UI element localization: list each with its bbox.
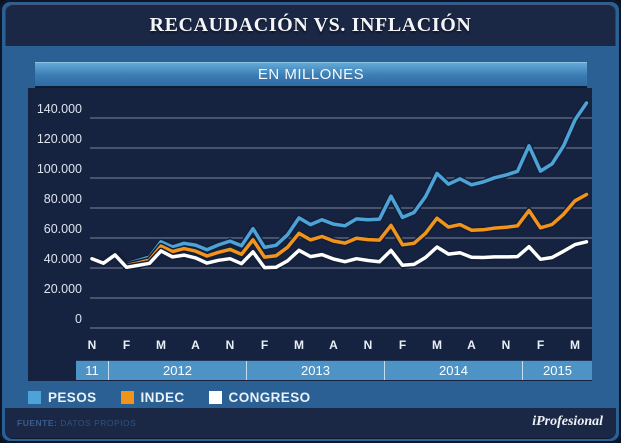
plot-svg — [88, 99, 592, 329]
year-label: 2013 — [246, 361, 384, 380]
legend: PESOS INDEC CONGRESO — [28, 388, 311, 406]
x-tick-label: A — [329, 338, 338, 352]
plot-area — [88, 88, 592, 333]
legend-item-pesos: PESOS — [28, 390, 97, 405]
legend-label: INDEC — [140, 389, 185, 405]
year-label: 2012 — [108, 361, 246, 380]
x-tick-label: N — [225, 338, 235, 352]
series-line-indec — [90, 192, 589, 268]
y-tick-label: 80.000 — [43, 192, 82, 206]
x-tick-label: N — [87, 338, 97, 352]
x-tick-label: A — [467, 338, 476, 352]
x-tick-label: M — [294, 338, 304, 352]
x-tick-label: N — [501, 338, 511, 352]
chart-panel: 140.000 120.000 100.000 80.000 60.000 40.000 2… — [28, 88, 592, 381]
x-tick-label: F — [536, 338, 545, 352]
source-label: FUENTE: — [17, 418, 58, 428]
legend-item-indec: INDEC — [120, 389, 185, 405]
source-note: FUENTE: DATOS PROPIOS — [17, 418, 136, 428]
year-band: 11 2012 2013 2014 2015 — [76, 360, 592, 380]
legend-item-congreso: CONGRESO — [208, 389, 311, 405]
year-label: 11 — [85, 363, 99, 378]
y-axis: 140.000 120.000 100.000 80.000 60.000 40.000 2… — [28, 88, 84, 348]
chart-subtitle: EN MILLONES — [257, 66, 365, 83]
x-tick-label: A — [191, 338, 200, 352]
x-tick-label: F — [398, 338, 407, 352]
footer-band: FUENTE: DATOS PROPIOS iProfesional — [5, 408, 616, 439]
legend-label: CONGRESO — [228, 389, 311, 405]
x-tick-label: N — [363, 338, 373, 352]
brand-logo: iProfesional — [532, 414, 603, 429]
x-tick-label: F — [260, 338, 269, 352]
y-tick-label: 140.000 — [36, 102, 82, 116]
y-tick-label: 20.000 — [43, 282, 82, 296]
source-value: DATOS PROPIOS — [60, 418, 137, 428]
series-line-pesos — [90, 101, 589, 266]
x-tick-label: M — [570, 338, 580, 352]
y-tick-label: 100.000 — [36, 162, 82, 176]
y-tick-label: 120.000 — [36, 132, 82, 146]
series-line-congreso — [90, 240, 589, 270]
legend-swatch — [208, 390, 222, 404]
x-tick-label: M — [156, 338, 166, 352]
y-tick-label: 40.000 — [43, 252, 82, 266]
chart-subtitle-bar: EN MILLONES — [35, 62, 587, 88]
page-title: RECAUDACIÓN VS. INFLACIÓN — [149, 14, 472, 36]
legend-swatch — [120, 390, 134, 404]
legend-label: PESOS — [48, 389, 97, 405]
y-tick-label: 0 — [75, 312, 82, 326]
year-label: 2014 — [384, 361, 522, 380]
x-tick-label: F — [122, 338, 131, 352]
title-band: RECAUDACIÓN VS. INFLACIÓN — [5, 4, 616, 46]
year-label: 2015 — [522, 361, 592, 380]
y-tick-label: 60.000 — [43, 222, 82, 236]
x-tick-label: M — [432, 338, 442, 352]
legend-swatch — [28, 390, 41, 404]
